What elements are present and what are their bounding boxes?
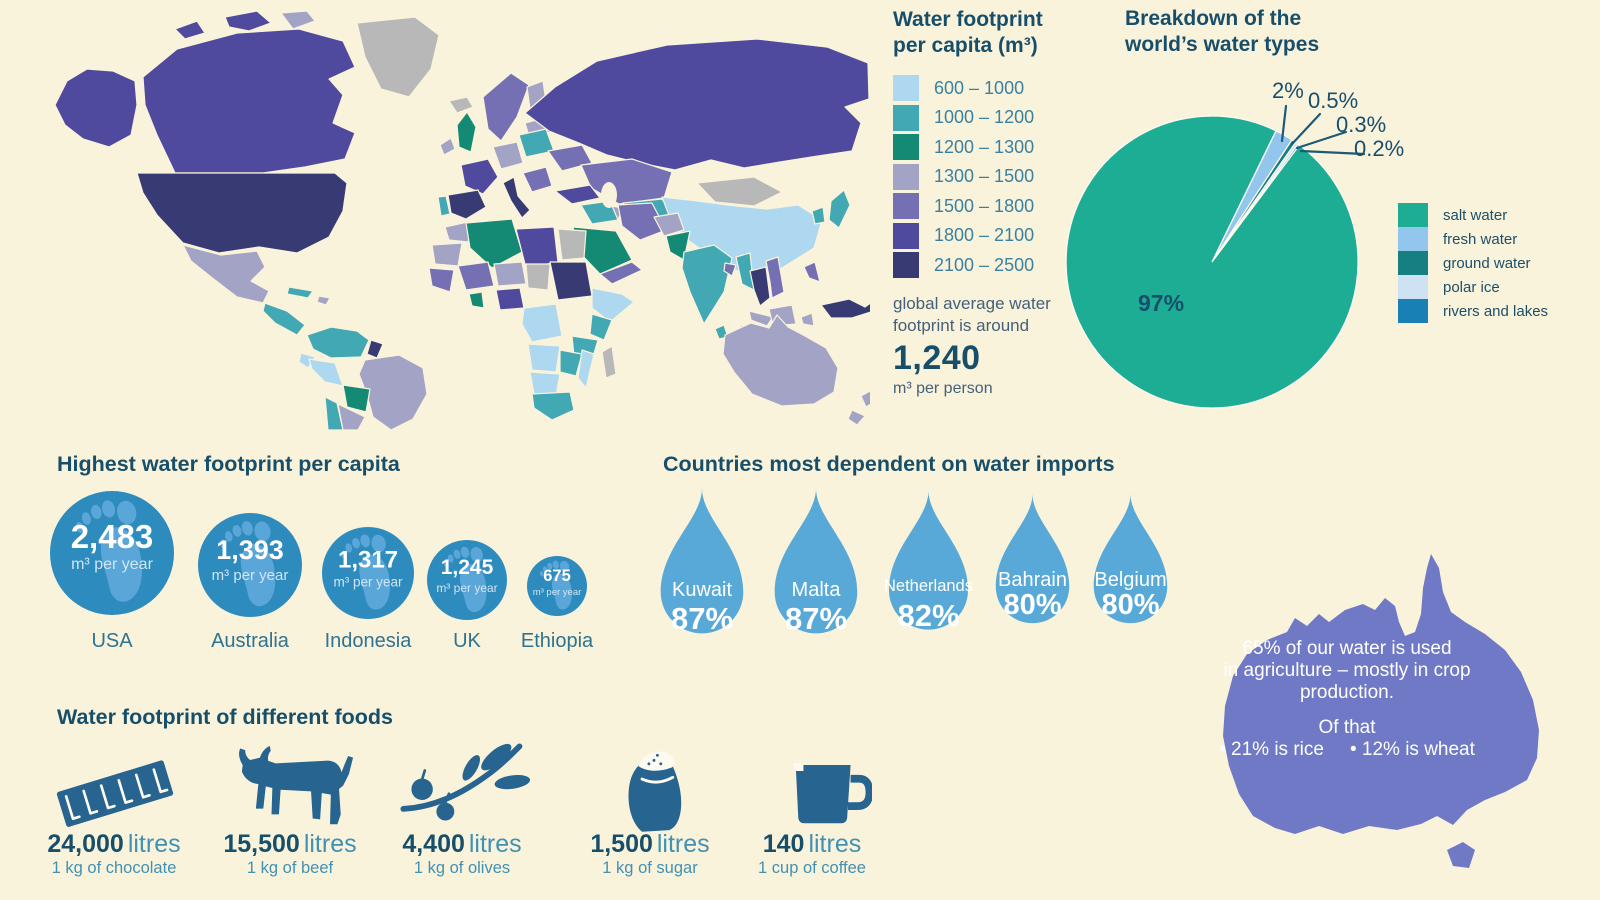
food-caption: 1 cup of coffee: [758, 859, 866, 877]
coffee-mug-icon: [794, 763, 872, 824]
legend-swatch: [893, 75, 919, 101]
global-average-unit: m³ per person: [893, 380, 993, 397]
country-label: Indonesia: [324, 630, 412, 652]
water-drop-bahrain: Bahrain 80%: [980, 487, 1085, 644]
south-america-region: [298, 326, 428, 430]
tasmania-shape: [1447, 842, 1475, 868]
pie-legend: salt water fresh water ground water pola…: [1398, 203, 1548, 323]
imports-heading: Countries most dependent on water import…: [663, 452, 1115, 476]
country-label: Australia: [211, 630, 289, 652]
asia-region: [524, 38, 870, 353]
legend-swatch: [893, 252, 919, 278]
world-map: [54, 10, 870, 430]
water-drop-kuwait: Kuwait 87%: [643, 484, 761, 653]
pie-slice-salt-water: [1065, 115, 1359, 409]
pie-legend-item: salt water: [1398, 203, 1548, 227]
legend-swatch: [1398, 275, 1428, 299]
food-value: 24,000 litres: [47, 830, 181, 858]
food-value: 1,500 litres: [590, 830, 710, 858]
pie-callout-polar-ice: 0.3%: [1336, 112, 1387, 137]
map-legend-item: 1200 – 1300: [893, 134, 1093, 160]
food-value: 4,400 litres: [402, 830, 522, 858]
sugar-bag-icon: [628, 751, 682, 832]
water-drop-malta: Malta 87%: [757, 484, 875, 653]
footprint-circle-usa: 2,483 m³ per year: [50, 491, 174, 615]
map-legend: Water footprint per capita (m³) 600 – 10…: [893, 7, 1093, 398]
legend-swatch: [1398, 227, 1428, 251]
water-drop-belgium: Belgium 80%: [1078, 487, 1183, 644]
food-caption: 1 kg of sugar: [602, 859, 698, 877]
australia-agriculture-note: 65% of our water is used in agriculture …: [1219, 638, 1475, 760]
olive-branch-icon: [400, 743, 531, 821]
legend-swatch: [893, 134, 919, 160]
europe-region: [437, 72, 593, 220]
chocolate-bar-icon: [56, 760, 174, 827]
pie-callout-rivers-lakes: 0.2%: [1354, 136, 1405, 161]
pie-legend-item: ground water: [1398, 251, 1548, 275]
oceania-region: [722, 314, 870, 426]
footprints-heading: Highest water footprint per capita: [57, 452, 400, 476]
water-drop-netherlands: Netherlands 82%: [872, 486, 985, 649]
legend-swatch: [1398, 299, 1428, 323]
country-label: Ethiopia: [520, 630, 594, 652]
food-value: 140 litres: [762, 830, 862, 858]
footprint-circle-australia: 1,393 m³ per year: [198, 513, 302, 617]
cow-icon: [239, 746, 354, 825]
food-caption: 1 kg of chocolate: [51, 859, 177, 877]
callout-line: [1290, 112, 1322, 146]
footprint-circle-uk: 1,245 m³ per year: [427, 540, 507, 620]
pie-legend-item: rivers and lakes: [1398, 299, 1548, 323]
africa-region: [428, 218, 635, 421]
map-legend-item: 2100 – 2500: [893, 252, 1093, 278]
map-legend-item: 1500 – 1800: [893, 193, 1093, 219]
callout-line: [1295, 130, 1348, 150]
pie-salt-water-label: 97%: [1138, 290, 1185, 316]
global-average-value: 1,240: [893, 339, 981, 377]
food-caption: 1 kg of olives: [413, 859, 511, 877]
footprint-circle-ethiopia: 675 m³ per year: [527, 556, 587, 616]
country-label: USA: [91, 630, 133, 652]
map-legend-item: 1300 – 1500: [893, 163, 1093, 190]
map-legend-title: Water footprint per capita (m³): [893, 8, 1043, 57]
callout-line: [1299, 149, 1366, 156]
legend-swatch: [893, 193, 919, 219]
food-caption: 1 kg of beef: [246, 859, 334, 877]
map-legend-item: 1000 – 1200: [893, 104, 1093, 131]
wheat-bullet: • 12% is wheat: [1349, 739, 1475, 760]
australia-map-shape: [1223, 554, 1539, 868]
footprint-circle-indonesia: 1,317 m³ per year: [322, 527, 414, 619]
water-types-pie-chart: [1065, 104, 1366, 409]
callout-line: [1280, 104, 1288, 143]
global-average-note: global average water footprint is around: [893, 294, 1051, 335]
legend-swatch: [893, 222, 919, 249]
map-legend-item: 1800 – 2100: [893, 222, 1093, 249]
pie-chart-title: Breakdown of the world’s water types: [1125, 7, 1320, 56]
pie-legend-item: polar ice: [1398, 275, 1548, 299]
north-america-region: [54, 10, 474, 336]
rice-bullet: • 21% is rice: [1219, 739, 1324, 760]
legend-swatch: [1398, 251, 1428, 275]
pie-callout-fresh-water: 2%: [1272, 78, 1304, 103]
map-legend-item: 600 – 1000: [893, 75, 1093, 101]
foods-heading: Water footprint of different foods: [57, 705, 393, 729]
pie-callout-ground-water: 0.5%: [1308, 88, 1359, 113]
legend-swatch: [893, 163, 919, 190]
country-label: UK: [453, 630, 481, 652]
food-value: 15,500 litres: [223, 830, 357, 858]
legend-swatch: [1398, 203, 1428, 227]
pie-legend-item: fresh water: [1398, 227, 1548, 251]
legend-swatch: [893, 104, 919, 131]
